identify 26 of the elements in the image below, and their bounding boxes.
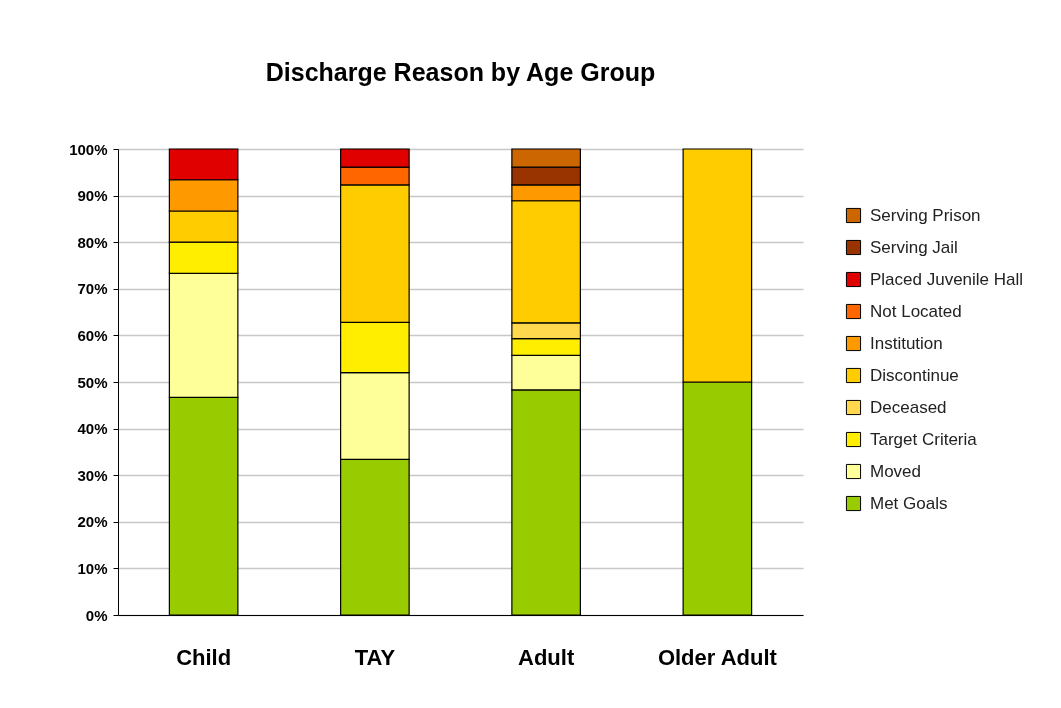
legend-label: Serving Jail [870,237,958,257]
chart-title: Discharge Reason by Age Group [265,58,656,86]
x-tick-label: Older Adult [657,644,778,670]
x-tick-label: TAY [354,644,396,670]
y-tick-label: 100% [69,140,108,158]
legend-label: Deceased [870,397,947,417]
legend-label: Institution [870,333,943,353]
y-tick-label: 90% [77,187,108,205]
y-tick-label: 0% [85,606,108,624]
y-tick-label: 60% [77,326,108,344]
y-tick-label: 20% [77,513,108,531]
legend-label: Moved [870,461,922,481]
y-tick-label: 70% [77,280,108,298]
y-tick-label: 40% [77,420,108,438]
legend-label: Not Located [870,301,962,321]
x-tick-label: Child [176,644,232,670]
legend-label: Serving Prison [870,205,981,225]
y-tick-label: 10% [77,559,108,577]
legend-label: Placed Juvenile Hall [870,269,1024,289]
y-tick-label: 80% [77,233,108,251]
legend-label: Met Goals [870,493,948,513]
legend-label: Target Criteria [870,429,978,449]
x-tick-label: Adult [518,644,575,670]
y-tick-label: 30% [77,466,108,484]
y-tick-label: 50% [77,373,108,391]
legend-label: Discontinue [870,365,959,385]
